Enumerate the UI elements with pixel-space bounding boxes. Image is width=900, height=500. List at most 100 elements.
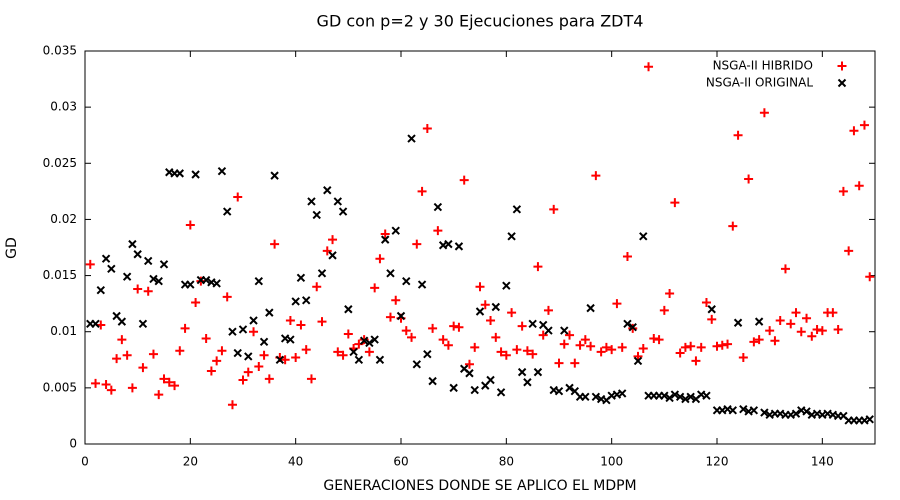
point xyxy=(296,273,306,283)
point xyxy=(217,166,227,176)
point xyxy=(191,170,200,179)
point xyxy=(201,275,211,285)
point xyxy=(612,299,622,309)
point xyxy=(791,308,801,318)
point xyxy=(270,171,279,180)
point xyxy=(423,349,432,359)
point xyxy=(738,353,748,363)
point xyxy=(464,359,474,369)
point xyxy=(670,198,680,208)
point xyxy=(491,302,501,312)
point xyxy=(328,235,338,245)
point xyxy=(617,389,627,398)
point xyxy=(301,345,311,355)
point xyxy=(628,323,637,332)
point xyxy=(428,376,437,386)
point xyxy=(259,337,269,347)
y-tick-label: 0.025 xyxy=(43,156,77,170)
point xyxy=(117,335,127,345)
point xyxy=(365,338,374,348)
point xyxy=(649,333,659,343)
point xyxy=(328,251,337,260)
point xyxy=(591,171,601,181)
point xyxy=(117,317,127,326)
point xyxy=(533,262,543,272)
point xyxy=(154,390,164,400)
point xyxy=(370,283,380,293)
point xyxy=(638,344,648,354)
point xyxy=(802,407,811,416)
point xyxy=(375,355,385,364)
x-tick-label: 80 xyxy=(499,455,514,469)
point xyxy=(854,181,864,191)
point xyxy=(486,315,496,325)
point xyxy=(186,280,195,289)
point xyxy=(749,337,759,347)
point xyxy=(185,220,195,230)
point xyxy=(675,392,685,402)
point xyxy=(407,134,416,143)
point xyxy=(617,342,627,352)
point xyxy=(138,319,148,329)
point xyxy=(502,281,511,290)
point xyxy=(349,347,358,357)
point xyxy=(312,282,322,292)
point xyxy=(449,383,458,393)
point xyxy=(159,260,169,269)
point xyxy=(465,369,474,378)
legend-marker xyxy=(837,61,847,71)
point xyxy=(691,356,701,366)
point xyxy=(728,221,738,231)
point xyxy=(407,332,417,342)
point xyxy=(712,341,722,351)
point xyxy=(543,305,553,315)
point xyxy=(322,246,332,256)
point xyxy=(596,347,606,357)
point xyxy=(91,319,100,329)
point xyxy=(343,329,353,339)
point xyxy=(344,305,353,314)
y-tick-label: 0.015 xyxy=(43,268,77,282)
point xyxy=(454,322,464,332)
point xyxy=(417,280,427,289)
point xyxy=(291,297,300,306)
point xyxy=(802,313,812,323)
point xyxy=(333,197,343,206)
legend-marker xyxy=(837,78,847,88)
point xyxy=(470,342,480,352)
point xyxy=(254,362,264,372)
point xyxy=(791,409,801,418)
point xyxy=(849,126,859,136)
point xyxy=(133,250,142,259)
point xyxy=(201,333,211,343)
point xyxy=(659,305,669,315)
point xyxy=(512,345,522,355)
point xyxy=(702,391,711,400)
point xyxy=(523,378,532,387)
point xyxy=(333,347,343,357)
legend-label: NSGA-II HIBRIDO xyxy=(713,59,813,73)
point xyxy=(106,385,116,395)
point xyxy=(364,347,374,357)
point xyxy=(270,239,280,249)
legend-label: NSGA-II ORIGINAL xyxy=(706,76,813,90)
point xyxy=(686,392,695,402)
point xyxy=(133,284,143,294)
point xyxy=(475,282,485,292)
point xyxy=(438,335,448,345)
point xyxy=(402,276,411,286)
point xyxy=(443,340,453,350)
point xyxy=(175,346,185,356)
point xyxy=(122,350,132,360)
point xyxy=(354,355,364,364)
point xyxy=(686,341,696,351)
point xyxy=(749,406,759,415)
point xyxy=(96,285,106,295)
x-tick-label: 0 xyxy=(81,455,89,469)
point xyxy=(865,415,874,424)
point xyxy=(760,408,769,417)
point xyxy=(459,175,469,185)
point xyxy=(307,197,316,206)
point xyxy=(286,335,295,344)
